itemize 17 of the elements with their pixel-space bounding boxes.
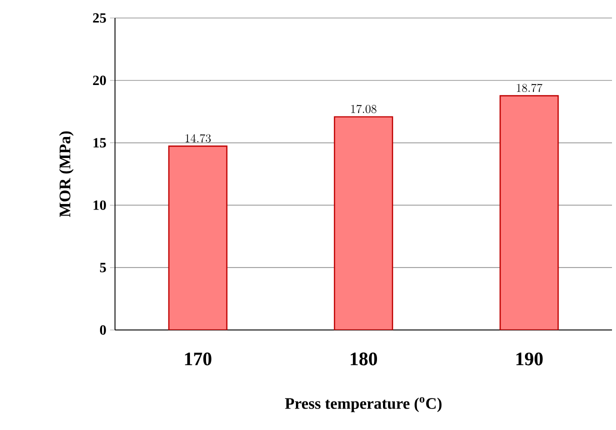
x-tick-label: 170	[185, 352, 212, 366]
x-tick-label: 190	[516, 352, 543, 366]
data-label: 17.08	[351, 104, 376, 114]
data-label: 18.77	[516, 84, 542, 92]
bar	[334, 116, 394, 330]
bar	[500, 95, 559, 330]
y-tick-label: 10	[94, 200, 106, 210]
y-tick-label: 15	[94, 138, 106, 148]
y-tick-label: 5	[100, 262, 106, 272]
data-label: 14.73	[186, 134, 211, 142]
y-tick-label: 25	[93, 13, 106, 23]
x-axis-title: Press temperature ($^{o}$C)	[285, 397, 442, 412]
y-tick-label: 20	[93, 76, 106, 86]
bar	[168, 146, 228, 330]
y-axis-title: MOR (MPa)	[59, 131, 74, 218]
y-tick-label: 0	[100, 325, 106, 335]
x-tick-label: 180	[350, 352, 378, 366]
